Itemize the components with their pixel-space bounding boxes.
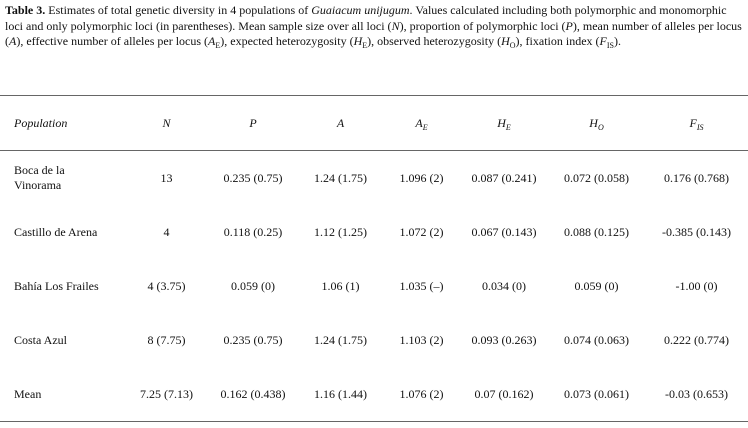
table-cell: 0.059 (0) [574,278,619,293]
caption-text: ), fixation index ( [515,34,600,48]
header-subscript: E [422,122,428,132]
table-cell: 0.07 (0.162) [474,386,534,401]
table-cell: 0.235 (0.75) [223,170,283,185]
caption-text: H [353,34,363,48]
table-head: Population N P A AE HE HO FIS [0,95,748,151]
column-header: HO [548,96,645,151]
table-cell: 0.235 (0.75) [223,332,283,347]
table-cell: 1.12 (1.25) [314,224,367,239]
column-header: P [208,96,298,151]
table-cell: 0.073 (0.061) [564,386,629,401]
population-name: Bahía Los Frailes [14,278,99,293]
population-name: Boca de la Vinorama [14,163,65,192]
table-row: Mean 7.25 (7.13) 0.162 (0.438) 1.16 (1.44) 1… [0,367,748,422]
column-header: Population [0,96,125,151]
diversity-table: Population N P A AE HE HO FIS Boca de la Vinora… [0,95,748,422]
caption-text: ), mean number of alleles per locus ( [5,18,742,49]
column-header: FIS [645,96,748,151]
caption-text: ). [614,34,621,48]
table-cell: 0.072 (0.058) [564,170,629,185]
population-name: Costa Azul [14,332,67,347]
table-cell: 0.087 (0.241) [471,170,537,185]
population-name: Mean [14,386,42,401]
header-text: P [249,115,257,130]
table-cell: -0.385 (0.143) [662,224,731,239]
header-text: H [589,115,598,130]
header-text: H [497,115,506,130]
caption-text: ), effective number of alleles per locus… [16,34,209,48]
table-row: Costa Azul 8 (7.75) 0.235 (0.75) 1.24 (1.75… [0,313,748,367]
table-cell: 1.16 (1.44) [314,386,367,401]
table-cell: 8 (7.75) [147,332,186,347]
table-cell: 0.074 (0.063) [564,332,629,347]
table-cell: 1.24 (1.75) [314,170,367,185]
caption-text: H [501,34,510,48]
table-cell: 1.096 (2) [399,170,444,185]
table-cell: -1.00 (0) [675,278,718,293]
table-row: Bahía Los Frailes 4 (3.75) 0.059 (0) 1.06 (… [0,259,748,313]
caption-text: A [208,34,216,48]
column-header: N [125,96,208,151]
table-cell: 0.088 (0.125) [564,224,629,239]
table-cell: 0.093 (0.263) [471,332,537,347]
header-row: Population N P A AE HE HO FIS [0,95,748,151]
caption-text: P [565,18,573,33]
table-caption: Table 3. Estimates of total genetic dive… [5,3,743,50]
table-cell: 0.222 (0.774) [664,332,729,347]
caption-text: Guaiacum unijugum [311,3,410,17]
caption-text: F [599,34,607,48]
table-cell: 4 [163,224,170,239]
caption-text: . Values calculated including both polym… [5,3,727,33]
table-cell: -0.03 (0.653) [665,386,728,401]
table-cell: 1.24 (1.75) [314,332,367,347]
caption-text: ), expected heterozygosity ( [220,34,354,48]
table-cell: 0.176 (0.768) [664,170,729,185]
caption-text: Table 3. [5,3,46,17]
caption-text: O [509,41,516,50]
population-name: Castillo de Arena [14,224,98,239]
caption-text: ), observed heterozygosity ( [367,34,502,48]
table-cell: 1.06 (1) [321,278,360,293]
table-cell: 1.103 (2) [399,332,444,347]
table-cell: 0.059 (0) [231,278,275,293]
caption-text: ), proportion of polymorphic loci ( [399,18,566,33]
caption-text: N [391,18,400,33]
table-cell: 0.034 (0) [482,278,526,293]
caption-text: A [9,34,17,48]
table-cell: 1.035 (–) [399,278,444,293]
header-subscript: IS [696,122,704,132]
header-text: A [336,115,345,130]
column-header: AE [383,96,460,151]
table-cell: 4 (3.75) [147,278,186,293]
caption-text: IS [606,41,614,50]
header-text: Population [14,115,68,130]
header-subscript: E [505,122,511,132]
table-row: Boca de la Vinorama 13 0.235 (0.75) 1.24 (1… [0,151,748,206]
caption-text: E [215,41,221,50]
table-cell: 0.067 (0.143) [471,224,537,239]
table-cell: 0.162 (0.438) [220,386,286,401]
header-text: N [162,115,171,130]
table-cell: 13 [160,170,173,185]
header-text: A [415,115,423,130]
header-subscript: O [597,122,604,132]
caption-text: E [362,41,368,50]
table-cell: 0.118 (0.25) [223,224,283,239]
table-cell: 1.076 (2) [399,386,444,401]
column-header: A [298,96,383,151]
table-cell: 7.25 (7.13) [140,386,193,401]
column-header: HE [460,96,548,151]
header-text: F [689,115,697,130]
table-cell: 1.072 (2) [399,224,444,239]
caption-text: Estimates of total genetic diversity in … [45,3,312,17]
table-row: Castillo de Arena 4 0.118 (0.25) 1.12 (1.25… [0,205,748,259]
table-body: Boca de la Vinorama 13 0.235 (0.75) 1.24 (1… [0,151,748,422]
